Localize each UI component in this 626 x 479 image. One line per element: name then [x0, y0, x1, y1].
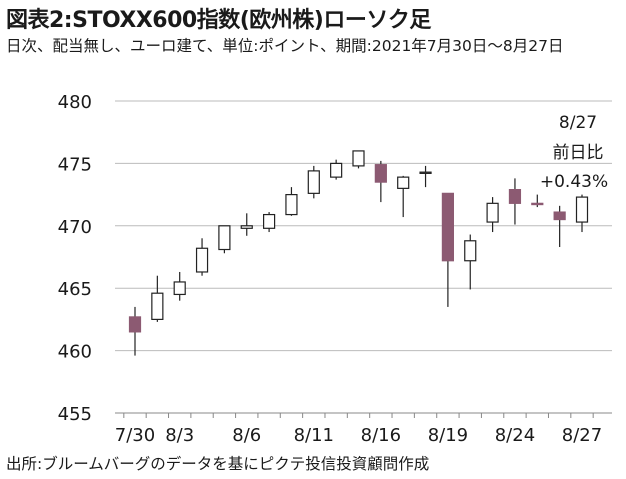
- candle-8-6: [240, 213, 253, 236]
- x-tick-label: 8/16: [361, 425, 401, 446]
- chart-subtitle: 日次、配当無し、ユーロ建て、単位:ポイント、期間:2021年7月30日〜8月27…: [6, 37, 564, 55]
- candle-body-down: [508, 189, 522, 204]
- candle-body-up: [218, 225, 231, 251]
- candle-8-20: [464, 234, 477, 290]
- gridlines: [115, 100, 612, 352]
- candle-body-down: [128, 316, 142, 333]
- candle-body-up: [575, 196, 589, 223]
- candle-body-down: [374, 164, 387, 183]
- y-tick-label: 480: [58, 92, 92, 113]
- candle-body-down: [441, 192, 454, 262]
- x-tick-label: 8/19: [428, 425, 468, 446]
- x-tick-label: 8/11: [294, 425, 334, 446]
- candle-body-down: [531, 202, 544, 206]
- annotation: 8/27 前日比 +0.43%: [540, 113, 608, 192]
- y-tick-label: 465: [58, 279, 92, 300]
- source-note: 出所:ブルームバーグのデータを基にピクテ投信投資顧問作成: [6, 455, 430, 473]
- candle-body-up: [195, 247, 209, 273]
- x-tick-label: 7/30: [115, 425, 155, 446]
- y-tick-label: 460: [58, 342, 92, 363]
- candle-body-up: [307, 170, 320, 194]
- candle-body-up: [285, 194, 298, 216]
- candle-body-up: [464, 240, 477, 262]
- candle-8-4: [195, 238, 209, 276]
- candle-body-down: [553, 211, 566, 221]
- candle-body-up: [263, 213, 276, 229]
- candle-8-3: [173, 271, 186, 301]
- y-tick-label: 470: [58, 217, 92, 238]
- candle-body-up: [419, 171, 432, 174]
- x-tick-label: 8/6: [232, 425, 261, 446]
- candle-8-23: [486, 197, 499, 233]
- annotation-line: 8/27: [559, 113, 597, 133]
- annotation-line: 前日比: [553, 143, 604, 163]
- candle-body-up: [397, 176, 410, 189]
- candle-8-11: [307, 165, 320, 199]
- candle-8-9: [263, 212, 276, 233]
- y-axis: 455 460 465 470 475 480: [58, 92, 92, 425]
- candle-8-17: [397, 175, 410, 218]
- x-axis: 7/30 8/3 8/6 8/11 8/16 8/19 8/24 8/27: [115, 412, 612, 446]
- candle-7-30: [128, 306, 142, 356]
- candle-8-27: [575, 194, 589, 233]
- candle-8-2: [151, 275, 164, 322]
- annotation-line: +0.43%: [540, 172, 608, 192]
- candle-8-12: [330, 159, 343, 180]
- y-tick-label: 475: [58, 154, 92, 175]
- candle-8-25: [531, 194, 544, 208]
- chart-title: 図表2:STOXX600指数(欧州株)ローソク足: [6, 8, 431, 33]
- candle-8-16: [374, 160, 387, 203]
- y-tick-label: 455: [58, 404, 92, 425]
- candle-body-up: [352, 150, 365, 167]
- candle-8-18: [419, 165, 432, 188]
- candle-8-5: [218, 225, 231, 254]
- candle-body-up: [151, 292, 164, 320]
- candle-body-up: [173, 281, 186, 296]
- x-tick-label: 8/3: [165, 425, 194, 446]
- candle-body-up: [240, 225, 253, 229]
- candle-body-up: [486, 202, 499, 223]
- candle-body-up: [330, 162, 343, 178]
- candle-8-26: [553, 205, 566, 248]
- candle-8-19: [441, 192, 454, 307]
- candle-8-13: [352, 150, 365, 169]
- candles: [128, 150, 589, 356]
- candle-8-24: [508, 178, 522, 225]
- candle-8-10: [285, 187, 298, 216]
- x-tick-label: 8/27: [562, 425, 602, 446]
- x-tick-label: 8/24: [495, 425, 535, 446]
